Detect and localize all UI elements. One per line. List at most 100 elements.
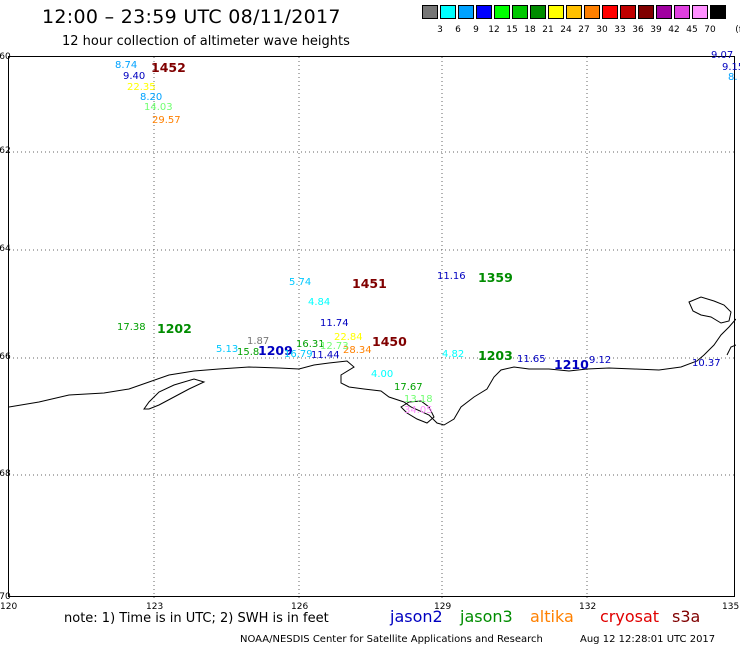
- legend-swatch: [512, 5, 528, 19]
- legend-swatch: [440, 5, 456, 19]
- legend-unit: (ft): [735, 25, 740, 35]
- footer-timestamp: Aug 12 12:28:01 UTC 2017: [580, 634, 716, 645]
- pass-time-label: 1452: [151, 60, 186, 75]
- legend-label: 12: [488, 25, 500, 35]
- wave-height-label: 1.87: [247, 336, 270, 347]
- x-tick-label: 135: [722, 602, 740, 612]
- legend-swatch: [548, 5, 564, 19]
- footer-credit: NOAA/NESDIS Center for Satellite Applica…: [240, 634, 543, 645]
- wave-height-label: 9.07: [711, 50, 734, 61]
- legend-label: 33: [614, 25, 626, 35]
- legend-swatch: [566, 5, 582, 19]
- legend-label: 39: [650, 25, 662, 35]
- legend-label: 15: [506, 25, 518, 35]
- map-subtitle: 12 hour collection of altimeter wave hei…: [62, 34, 350, 49]
- wave-height-label: 15.8: [237, 347, 260, 358]
- wave-height-label: 28.34: [343, 345, 372, 356]
- wave-height-label: 8.74: [115, 60, 138, 71]
- legend-label: 70: [704, 25, 716, 35]
- legend-swatch: [530, 5, 546, 19]
- pass-time-label: 1209: [258, 343, 293, 358]
- wave-height-label: 22.35: [127, 82, 156, 93]
- legend-swatch: [422, 5, 438, 19]
- wave-height-label: 22.84: [334, 332, 363, 343]
- wave-height-label: 11.65: [517, 354, 546, 365]
- wave-height-label: 8.20: [140, 92, 163, 103]
- wave-height-label: 4.84: [308, 297, 331, 308]
- satellite-s3a: s3a: [672, 607, 701, 626]
- satellite-altika: altika: [530, 607, 574, 626]
- units-note: note: 1) Time is in UTC; 2) SWH is in fe…: [64, 611, 329, 626]
- legend-label: 9: [473, 25, 479, 35]
- y-tick-label: -68: [0, 469, 11, 479]
- x-tick-label: 120: [0, 602, 18, 612]
- satellite-cryosat: cryosat: [600, 607, 660, 626]
- pass-time-label: 1202: [157, 321, 192, 336]
- y-tick-label: -70: [0, 592, 11, 602]
- pass-time-label: 1450: [372, 334, 407, 349]
- wave-height-label: 5.74: [289, 277, 312, 288]
- coastline-ice-shelf: [688, 296, 732, 324]
- legend-label: 3: [437, 25, 443, 35]
- wave-height-label: 14.03: [144, 102, 173, 113]
- wave-height-label: 29.57: [152, 115, 181, 126]
- wave-height-label: 11.74: [320, 318, 349, 329]
- legend-label: 36: [632, 25, 644, 35]
- pass-time-label: 1359: [478, 270, 513, 285]
- y-tick-label: -66: [0, 352, 11, 362]
- wave-height-label: 16.79: [284, 349, 313, 360]
- legend-swatch: [710, 5, 726, 19]
- legend-label: 21: [542, 25, 554, 35]
- legend-swatch: [620, 5, 636, 19]
- legend-label: 27: [578, 25, 590, 35]
- wave-height-label: 16.31: [296, 339, 325, 350]
- pass-time-label: 1451: [352, 276, 387, 291]
- wave-height-label: 9.40: [123, 71, 146, 82]
- wave-height-label: 17.67: [394, 382, 423, 393]
- wave-height-label: 11.44: [311, 350, 340, 361]
- legend-label: 24: [560, 25, 572, 35]
- coastline-inlet: [143, 378, 206, 410]
- coastline-east: [726, 344, 736, 356]
- legend-label: 45: [686, 25, 698, 35]
- wave-height-label: 13.18: [404, 394, 433, 405]
- wave-height-label: 10.37: [692, 358, 721, 369]
- x-tick-label: 126: [291, 602, 309, 612]
- legend-swatch: [476, 5, 492, 19]
- legend-swatch: [602, 5, 618, 19]
- legend-swatch: [638, 5, 654, 19]
- coastline-island: [400, 400, 435, 424]
- wave-height-label: 17.38: [117, 322, 146, 333]
- x-tick-label: 132: [579, 602, 597, 612]
- x-tick-label: 123: [146, 602, 164, 612]
- x-tick-label: 129: [434, 602, 452, 612]
- wave-height-label: 34.05: [404, 405, 433, 416]
- legend-label: 30: [596, 25, 608, 35]
- legend-swatch: [584, 5, 600, 19]
- satellite-jason2: jason2: [390, 607, 443, 626]
- map-canvas: [9, 57, 736, 598]
- y-tick-label: -64: [0, 244, 11, 254]
- wave-height-label: 11.16: [437, 271, 466, 282]
- wave-height-label: 12.73: [320, 341, 349, 352]
- y-tick-label: -60: [0, 52, 11, 62]
- legend-swatch: [458, 5, 474, 19]
- legend-swatch: [656, 5, 672, 19]
- pass-time-label: 1203: [478, 348, 513, 363]
- wave-height-label: 9.15: [722, 62, 740, 73]
- wave-height-label: 8.: [728, 72, 738, 83]
- legend-swatch: [494, 5, 510, 19]
- legend-swatch: [674, 5, 690, 19]
- antarctic-coastline: [9, 318, 736, 426]
- wave-height-label: 9.12: [589, 355, 612, 366]
- satellite-jason3: jason3: [460, 607, 513, 626]
- wave-height-label: 5.13: [216, 344, 239, 355]
- wave-height-label: 4.00: [371, 369, 394, 380]
- legend-label: 18: [524, 25, 536, 35]
- legend-label: 6: [455, 25, 461, 35]
- pass-time-label: 1210: [554, 357, 589, 372]
- y-tick-label: -62: [0, 146, 11, 156]
- wave-height-label: 4.82: [442, 349, 465, 360]
- legend-label: 42: [668, 25, 680, 35]
